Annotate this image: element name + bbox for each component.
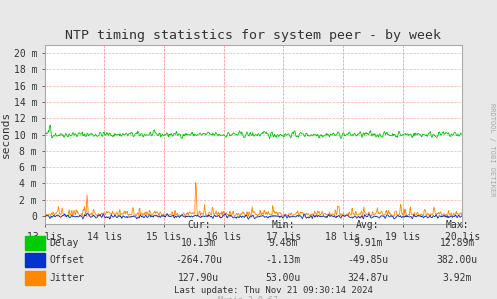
Bar: [25, 253, 45, 267]
Text: -49.85u: -49.85u: [347, 255, 388, 265]
Text: Avg:: Avg:: [356, 220, 380, 230]
Text: 382.00u: 382.00u: [437, 255, 478, 265]
Text: Offset: Offset: [50, 255, 85, 265]
Text: 324.87u: 324.87u: [347, 273, 388, 283]
Text: 53.00u: 53.00u: [266, 273, 301, 283]
Text: 127.90u: 127.90u: [178, 273, 219, 283]
Text: Last update: Thu Nov 21 09:30:14 2024: Last update: Thu Nov 21 09:30:14 2024: [174, 286, 373, 295]
Text: Delay: Delay: [50, 238, 79, 248]
Text: Min:: Min:: [271, 220, 295, 230]
Text: 9.91m: 9.91m: [353, 238, 383, 248]
Text: Max:: Max:: [445, 220, 469, 230]
Title: NTP timing statistics for system peer - by week: NTP timing statistics for system peer - …: [66, 29, 441, 42]
Text: Jitter: Jitter: [50, 273, 85, 283]
Text: 3.92m: 3.92m: [442, 273, 472, 283]
Text: RRDTOOL / TOBI OETIKER: RRDTOOL / TOBI OETIKER: [489, 103, 495, 196]
Text: 12.89m: 12.89m: [440, 238, 475, 248]
Text: -1.13m: -1.13m: [266, 255, 301, 265]
Bar: [25, 236, 45, 250]
Text: 9.48m: 9.48m: [268, 238, 298, 248]
Text: 10.13m: 10.13m: [181, 238, 216, 248]
Bar: [25, 271, 45, 285]
Text: Cur:: Cur:: [187, 220, 211, 230]
Text: Munin 2.0.67: Munin 2.0.67: [219, 296, 278, 299]
Text: -264.70u: -264.70u: [175, 255, 222, 265]
Y-axis label: seconds: seconds: [1, 111, 11, 158]
